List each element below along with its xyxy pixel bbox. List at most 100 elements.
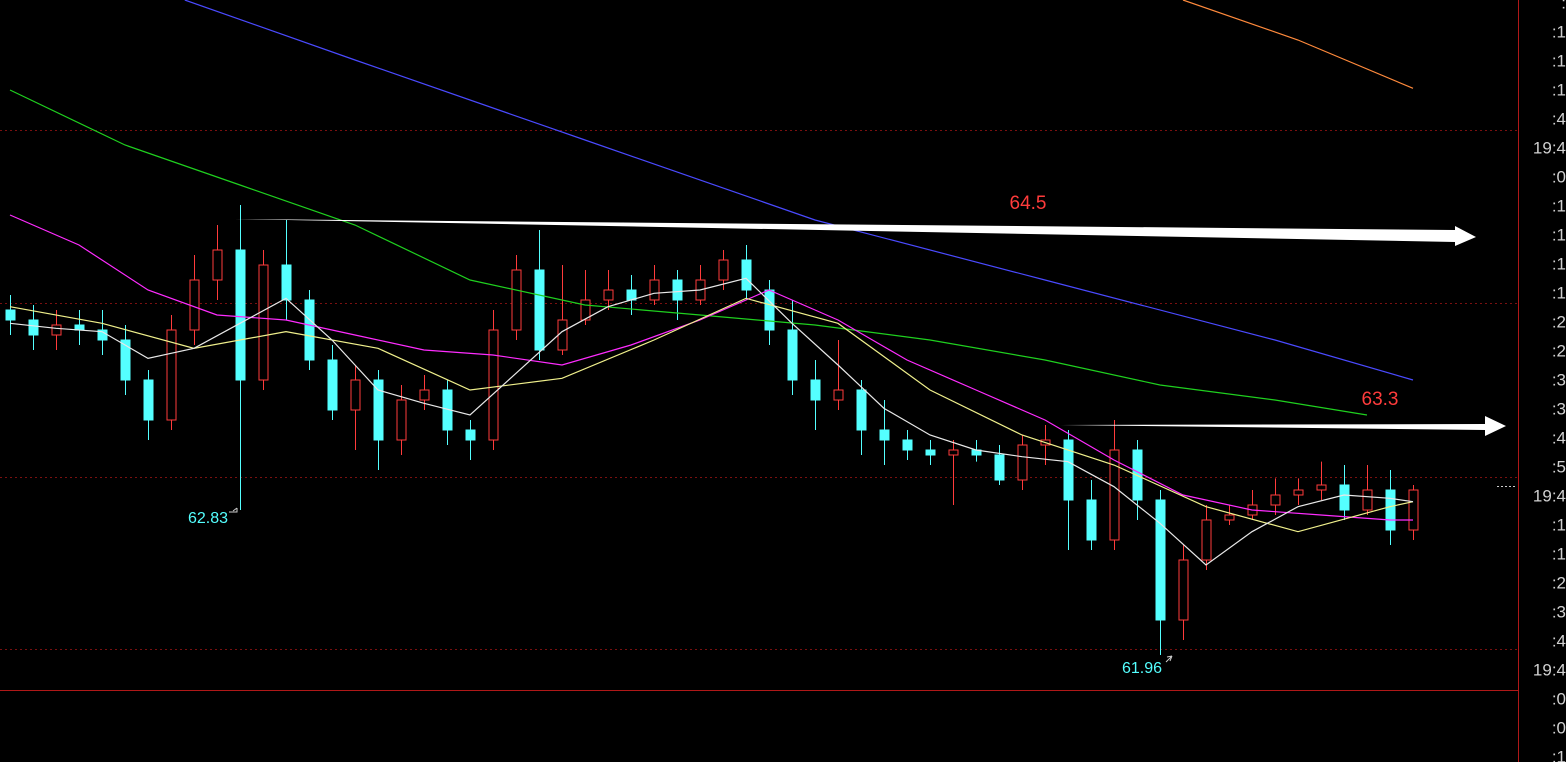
time-label: : bbox=[1561, 0, 1566, 12]
moving-average bbox=[9, 297, 1414, 533]
candle-body bbox=[994, 454, 1005, 481]
candle-body bbox=[189, 279, 200, 331]
candle-body bbox=[1339, 484, 1350, 511]
time-label: :3 bbox=[1552, 399, 1566, 418]
candle-body bbox=[764, 289, 775, 331]
candle-body bbox=[166, 329, 177, 421]
candle-body bbox=[51, 324, 62, 336]
candle-body bbox=[120, 339, 131, 381]
low-pointer bbox=[229, 507, 238, 513]
candle-body bbox=[1362, 489, 1373, 511]
candle-body bbox=[143, 379, 154, 421]
moving-average bbox=[184, 0, 1414, 381]
candle-body bbox=[1316, 484, 1327, 491]
candle-body bbox=[5, 309, 16, 321]
arrow-64-5 bbox=[235, 219, 1476, 246]
time-label: 19:4 bbox=[1533, 138, 1566, 157]
candle-body bbox=[1086, 499, 1097, 541]
candle-body bbox=[1155, 499, 1166, 621]
candle-body bbox=[488, 329, 499, 441]
time-label: :4 bbox=[1552, 428, 1566, 447]
candle-body bbox=[649, 279, 660, 301]
candle-body bbox=[465, 429, 476, 441]
candle-body bbox=[1201, 519, 1212, 561]
time-label: :1 bbox=[1552, 254, 1566, 273]
candle-body bbox=[396, 399, 407, 441]
candle-body bbox=[1178, 559, 1189, 621]
candle-body bbox=[672, 279, 683, 301]
time-label: :1 bbox=[1552, 283, 1566, 302]
time-label: :4 bbox=[1552, 631, 1566, 650]
candle-body bbox=[787, 329, 798, 381]
time-label: :1 bbox=[1552, 22, 1566, 41]
time-label: :1 bbox=[1552, 51, 1566, 70]
candle-body bbox=[350, 379, 361, 411]
candle-body bbox=[419, 389, 430, 401]
candle-body bbox=[327, 359, 338, 411]
time-label: :5 bbox=[1552, 457, 1566, 476]
candle-body bbox=[810, 379, 821, 401]
time-label: :1 bbox=[1552, 544, 1566, 563]
time-label: :1 bbox=[1552, 225, 1566, 244]
moving-average bbox=[9, 89, 1368, 416]
time-label: 19:4 bbox=[1533, 660, 1566, 679]
level-arrows bbox=[229, 219, 1506, 663]
candle-body bbox=[28, 319, 39, 336]
grid bbox=[0, 130, 1518, 650]
annotation: 63.3 bbox=[1362, 389, 1399, 410]
candle-body bbox=[741, 259, 752, 291]
candle-body bbox=[1293, 489, 1304, 496]
candle-body bbox=[304, 299, 315, 361]
low-pointer bbox=[1165, 655, 1173, 663]
moving-average bbox=[9, 277, 1414, 566]
candle-body bbox=[856, 389, 867, 431]
marks bbox=[5, 0, 1419, 655]
time-label: 19:4 bbox=[1533, 486, 1566, 505]
arrow-63-3 bbox=[1060, 416, 1506, 436]
candle-body bbox=[235, 249, 246, 381]
candle-body bbox=[580, 299, 591, 321]
candle-body bbox=[925, 449, 936, 456]
time-label: :0 bbox=[1552, 718, 1566, 737]
candle-body bbox=[557, 319, 568, 351]
candle-body bbox=[1063, 439, 1074, 501]
time-label: :2 bbox=[1552, 573, 1566, 592]
time-label: :3 bbox=[1552, 370, 1566, 389]
time-label: :3 bbox=[1552, 602, 1566, 621]
candle-body bbox=[212, 249, 223, 281]
candle-body bbox=[1408, 489, 1419, 531]
candle-body bbox=[948, 449, 959, 456]
time-label: :4 bbox=[1552, 109, 1566, 128]
candle-body bbox=[281, 264, 292, 301]
candle-body bbox=[511, 269, 522, 331]
time-label: :1 bbox=[1552, 196, 1566, 215]
time-label: :2 bbox=[1552, 312, 1566, 331]
time-axis: ::1:1:1:419:4:0:1:1:1:1:2:2:3:3:4:519:4:… bbox=[1533, 0, 1566, 762]
candle-body bbox=[603, 289, 614, 301]
candle-body bbox=[1385, 489, 1396, 531]
time-label: :1 bbox=[1552, 515, 1566, 534]
time-label: :2 bbox=[1552, 341, 1566, 360]
time-label: :0 bbox=[1552, 167, 1566, 186]
candle-body bbox=[718, 259, 729, 281]
candle-body bbox=[373, 379, 384, 441]
candle-body bbox=[879, 429, 890, 441]
candle-body bbox=[902, 439, 913, 451]
candle-body bbox=[534, 269, 545, 351]
low-label: 62.83 bbox=[188, 510, 228, 527]
annotation: 64.5 bbox=[1010, 193, 1047, 214]
low-label: 61.96 bbox=[1122, 660, 1162, 677]
time-label: :0 bbox=[1552, 689, 1566, 708]
candle-body bbox=[258, 264, 269, 381]
candle-body bbox=[1017, 444, 1028, 481]
candle-body bbox=[833, 389, 844, 401]
candle-body bbox=[1270, 494, 1281, 506]
time-label: :1 bbox=[1552, 80, 1566, 99]
time-label: :1 bbox=[1552, 747, 1566, 762]
candle-body bbox=[1109, 449, 1120, 541]
candle-body bbox=[1224, 514, 1235, 521]
moving-average bbox=[1182, 0, 1414, 89]
